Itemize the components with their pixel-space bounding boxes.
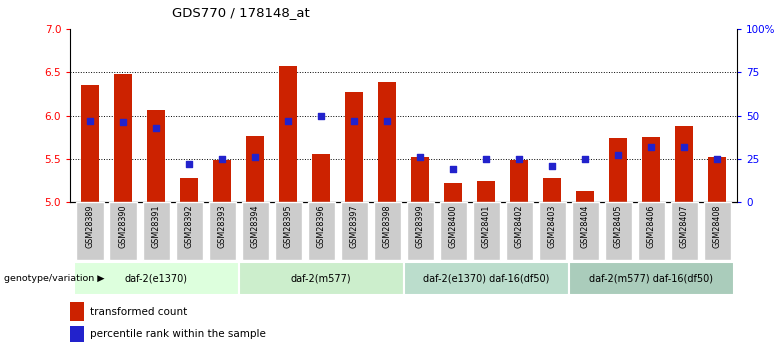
Point (348, 118, 360, 124)
FancyBboxPatch shape (275, 202, 302, 260)
Bar (81, 85, 99, 202)
Text: GSM28399: GSM28399 (416, 205, 424, 248)
FancyBboxPatch shape (671, 202, 698, 260)
Bar (378, 82, 396, 202)
Bar (411, 157, 429, 202)
Point (480, 156, 492, 161)
Bar (444, 183, 463, 202)
FancyBboxPatch shape (505, 202, 533, 260)
FancyBboxPatch shape (473, 202, 500, 260)
Text: GSM28404: GSM28404 (581, 205, 590, 248)
Point (249, 154, 261, 160)
Text: genotype/variation ▶: genotype/variation ▶ (4, 274, 105, 283)
Bar (279, 66, 297, 202)
FancyBboxPatch shape (539, 202, 565, 260)
Bar (708, 157, 726, 202)
Text: GSM28392: GSM28392 (185, 205, 193, 248)
Point (579, 156, 591, 161)
FancyBboxPatch shape (109, 202, 136, 260)
Text: GSM28401: GSM28401 (482, 205, 491, 248)
Text: GSM28400: GSM28400 (448, 205, 458, 248)
Bar (345, 92, 363, 202)
FancyBboxPatch shape (73, 262, 239, 295)
FancyBboxPatch shape (406, 202, 434, 260)
Text: GSM28396: GSM28396 (317, 205, 325, 248)
FancyBboxPatch shape (176, 202, 203, 260)
Text: GSM28394: GSM28394 (250, 205, 260, 248)
Point (414, 154, 427, 160)
FancyBboxPatch shape (76, 202, 104, 260)
Text: GSM28395: GSM28395 (284, 205, 292, 248)
Text: GSM28389: GSM28389 (86, 205, 94, 248)
Text: GSM28402: GSM28402 (515, 205, 523, 248)
Text: GSM28405: GSM28405 (614, 205, 622, 248)
Text: transformed count: transformed count (90, 307, 187, 316)
Text: GSM28398: GSM28398 (383, 205, 392, 248)
Text: GSM28390: GSM28390 (119, 205, 127, 248)
Text: GSM28403: GSM28403 (548, 205, 557, 248)
Point (83, 118, 96, 124)
Point (678, 144, 690, 149)
FancyBboxPatch shape (569, 262, 734, 295)
Bar (576, 191, 594, 202)
Point (546, 163, 558, 168)
Text: GSM28408: GSM28408 (713, 205, 722, 248)
FancyBboxPatch shape (143, 202, 169, 260)
Bar (642, 137, 661, 202)
FancyBboxPatch shape (239, 262, 403, 295)
Bar (180, 178, 198, 202)
Text: daf-2(m577): daf-2(m577) (291, 274, 352, 284)
Text: GSM28397: GSM28397 (349, 205, 359, 248)
FancyBboxPatch shape (604, 202, 632, 260)
Point (183, 161, 195, 167)
FancyBboxPatch shape (403, 262, 569, 295)
FancyBboxPatch shape (208, 202, 236, 260)
Bar (510, 159, 528, 202)
Text: percentile rank within the sample: percentile rank within the sample (90, 329, 265, 339)
Point (612, 152, 625, 158)
FancyBboxPatch shape (440, 202, 466, 260)
FancyBboxPatch shape (374, 202, 401, 260)
FancyBboxPatch shape (572, 202, 599, 260)
Bar (213, 160, 231, 202)
Bar (246, 136, 264, 202)
Point (216, 156, 229, 161)
Text: GSM28393: GSM28393 (218, 205, 226, 248)
Text: GDS770 / 178148_at: GDS770 / 178148_at (172, 6, 310, 19)
Bar (675, 126, 693, 202)
Bar (147, 110, 165, 202)
Bar (114, 74, 132, 202)
FancyBboxPatch shape (341, 202, 367, 260)
Point (513, 156, 526, 161)
Text: daf-2(e1370) daf-16(df50): daf-2(e1370) daf-16(df50) (423, 274, 549, 284)
Text: GSM28407: GSM28407 (680, 205, 689, 248)
Point (282, 118, 294, 124)
Point (711, 156, 724, 161)
Bar (609, 138, 627, 202)
FancyBboxPatch shape (638, 202, 665, 260)
Text: daf-2(m577) daf-16(df50): daf-2(m577) daf-16(df50) (589, 274, 713, 284)
Text: GSM28406: GSM28406 (647, 205, 656, 248)
Text: daf-2(e1370): daf-2(e1370) (125, 274, 187, 284)
FancyBboxPatch shape (242, 202, 268, 260)
FancyBboxPatch shape (704, 202, 731, 260)
Point (117, 120, 129, 125)
Text: GSM28391: GSM28391 (151, 205, 161, 248)
Point (447, 166, 459, 172)
Bar (543, 178, 562, 202)
FancyBboxPatch shape (307, 202, 335, 260)
Point (381, 118, 393, 124)
Point (150, 125, 162, 130)
Bar (312, 154, 330, 202)
Bar (477, 181, 495, 202)
Point (315, 113, 328, 118)
Point (645, 144, 658, 149)
